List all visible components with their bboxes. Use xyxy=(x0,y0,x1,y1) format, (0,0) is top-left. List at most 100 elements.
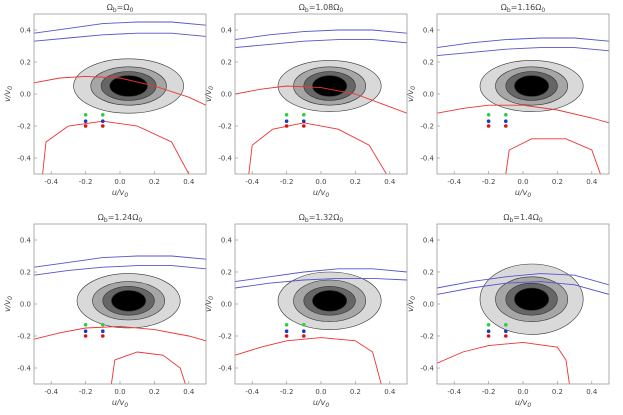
x-axis-label: u/v0 xyxy=(313,188,330,199)
data-point-2 xyxy=(504,113,508,117)
y-tick-label: 0.4 xyxy=(20,237,32,245)
y-tick-label: -0.4 xyxy=(218,365,232,373)
panel-title: Ωb=1.24Ω0 xyxy=(98,213,143,224)
y-tick-label: -0.4 xyxy=(420,365,434,373)
y-tick-label: 0.0 xyxy=(221,91,232,99)
blue-curve-2 xyxy=(235,277,407,289)
y-tick-label: -0.4 xyxy=(420,155,434,163)
y-tick-label: 0.2 xyxy=(221,269,232,277)
y-tick-label: -0.2 xyxy=(218,333,232,341)
red-curve-2 xyxy=(505,138,601,174)
data-point-5 xyxy=(83,334,88,338)
y-tick-label: 0.4 xyxy=(20,27,32,35)
panel-title: Ωb=1.16Ω0 xyxy=(501,3,546,14)
y-tick-label: 0.0 xyxy=(423,301,434,309)
y-tick-label: -0.4 xyxy=(17,365,31,373)
plot-area xyxy=(235,29,407,174)
data-point-5 xyxy=(83,124,88,128)
y-tick-label: 0.2 xyxy=(20,59,31,67)
data-point-4 xyxy=(101,329,105,334)
x-tick-label: 0.0 xyxy=(114,388,125,396)
x-tick-label: 0.4 xyxy=(183,178,195,186)
plot-area xyxy=(34,255,206,384)
x-tick-label: -0.4 xyxy=(447,388,461,396)
y-tick-label: -0.2 xyxy=(17,333,31,341)
data-point-5 xyxy=(486,124,491,128)
red-curve-2 xyxy=(110,351,186,384)
y-tick-label: 0.2 xyxy=(221,59,232,67)
data-point-3 xyxy=(284,329,289,334)
data-point-5 xyxy=(486,334,491,338)
x-tick-label: 0.2 xyxy=(552,388,563,396)
x-tick-label: 0.4 xyxy=(384,388,396,396)
y-axis-label: v/v0 xyxy=(204,296,215,312)
panel-title: Ωb=1.4Ω0 xyxy=(503,213,542,224)
data-point-3 xyxy=(83,329,88,334)
data-point-3 xyxy=(486,329,491,334)
chart-panel-1: -0.4 -0.2 0.0 0.2 0.4 -0.4 -0.2 0.0 0.2 0.4 u/v0 v/… xyxy=(3,3,207,199)
blue-curve-2 xyxy=(235,39,407,49)
x-tick-label: 0.4 xyxy=(586,178,598,186)
data-point-4 xyxy=(504,119,508,123)
x-axis-label: u/v0 xyxy=(515,398,532,409)
y-axis-label: v/v0 xyxy=(204,86,215,102)
y-tick-label: 0.2 xyxy=(423,59,434,67)
x-axis-label: u/v0 xyxy=(112,188,129,199)
y-tick-label: -0.4 xyxy=(17,155,31,163)
data-point-6 xyxy=(101,124,105,128)
data-point-6 xyxy=(302,124,306,128)
plot-area xyxy=(235,268,407,384)
x-tick-label: -0.2 xyxy=(79,388,93,396)
x-tick-label: 0.4 xyxy=(586,388,598,396)
y-tick-label: 0.0 xyxy=(221,301,232,309)
blue-curve-2 xyxy=(437,281,609,295)
y-axis-label: v/v0 xyxy=(3,296,14,312)
data-point-1 xyxy=(284,323,289,327)
chart-panel-3: -0.4 -0.2 0.0 0.2 0.4 -0.4 -0.2 0.0 0.2 0.4 u/v0 v/… xyxy=(406,3,610,199)
panel-title: Ωb=1.32Ω0 xyxy=(299,213,344,224)
x-tick-label: -0.2 xyxy=(280,388,294,396)
red-curve-1 xyxy=(235,337,382,384)
x-tick-label: -0.2 xyxy=(79,178,93,186)
x-tick-label: 0.0 xyxy=(315,388,326,396)
y-tick-label: -0.4 xyxy=(218,155,232,163)
x-tick-label: -0.2 xyxy=(280,178,294,186)
panel-title: Ωb=1.08Ω0 xyxy=(299,3,344,14)
red-curve-1 xyxy=(437,104,609,124)
blue-curve-2 xyxy=(34,265,206,276)
data-point-2 xyxy=(302,113,306,117)
y-tick-label: 0.2 xyxy=(20,269,31,277)
data-point-2 xyxy=(504,323,508,327)
red-curve-1 xyxy=(34,325,206,342)
plot-area xyxy=(437,263,609,384)
x-axis-label: u/v0 xyxy=(313,398,330,409)
red-curve-1 xyxy=(235,85,407,114)
blue-curve-2 xyxy=(34,32,206,42)
plot-area xyxy=(34,21,206,174)
contour-level-4 xyxy=(312,290,348,312)
red-curve-1 xyxy=(34,75,206,106)
contour-level-4 xyxy=(109,75,148,97)
y-tick-label: 0.0 xyxy=(423,91,434,99)
data-point-3 xyxy=(83,119,88,123)
data-point-2 xyxy=(302,323,306,327)
data-point-6 xyxy=(504,334,508,338)
blue-curve-1 xyxy=(437,37,609,49)
plot-area xyxy=(437,37,609,174)
x-tick-label: -0.4 xyxy=(245,388,259,396)
x-tick-label: 0.2 xyxy=(350,388,361,396)
y-tick-label: 0.4 xyxy=(423,237,435,245)
blue-curve-1 xyxy=(34,21,206,34)
data-point-6 xyxy=(302,334,306,338)
data-point-5 xyxy=(284,124,289,128)
data-point-4 xyxy=(302,119,306,123)
contour-level-4 xyxy=(111,290,147,312)
x-tick-label: 0.4 xyxy=(183,388,195,396)
contour-level-4 xyxy=(514,75,550,97)
red-curve-2 xyxy=(42,120,190,174)
x-axis-label: u/v0 xyxy=(515,188,532,199)
chart-panel-6: -0.4 -0.2 0.0 0.2 0.4 -0.4 -0.2 0.0 0.2 0.4 u/v0 v/… xyxy=(406,213,610,409)
data-point-2 xyxy=(101,323,105,327)
data-point-6 xyxy=(101,334,105,338)
